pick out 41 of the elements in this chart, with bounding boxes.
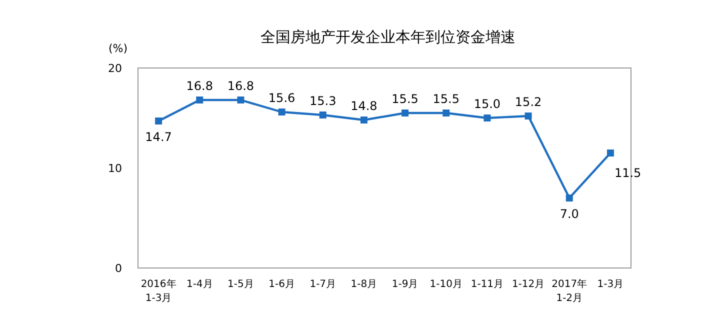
x-tick-label: 1-10月: [430, 279, 462, 290]
x-tick-label: 1-11月: [470, 279, 504, 290]
data-label: 15.0: [474, 97, 501, 111]
point: [402, 110, 409, 116]
x-tick-label: 1-8月: [350, 279, 378, 290]
chart-title: 全国房地产开发企业本年到位资金增速: [260, 28, 516, 46]
x-tick-label: 2017年 1-2月: [552, 278, 588, 304]
y-axis-title: (%): [108, 42, 128, 55]
point: [360, 116, 368, 124]
x-tick-label: 1-4月: [186, 279, 213, 290]
point: [196, 96, 204, 104]
x-tick-label: 1-5月: [228, 279, 254, 290]
point: [566, 194, 573, 202]
point: [237, 96, 244, 104]
x-tick-label: 1-9月: [392, 279, 418, 290]
data-label: 15.2: [514, 95, 542, 109]
data-label: 7.0: [560, 207, 579, 221]
data-label: 14.7: [145, 130, 172, 144]
y-tick-label: 20: [108, 62, 122, 75]
data-label: 15.3: [310, 94, 336, 108]
point: [278, 108, 286, 116]
point: [155, 118, 162, 124]
x-tick-label: 1-12月: [512, 279, 545, 290]
x-tick-label: 1-7月: [310, 279, 336, 290]
data-label: 15.5: [392, 92, 418, 106]
point: [484, 114, 491, 122]
y-tick-label: 10: [108, 162, 122, 175]
data-label: 16.8: [186, 79, 213, 93]
data-label: 15.5: [432, 92, 460, 106]
point: [319, 112, 326, 118]
data-label: 15.6: [268, 91, 296, 105]
point: [606, 150, 614, 156]
x-tick-label: 1-6月: [268, 279, 295, 290]
y-tick-label: 0: [115, 262, 122, 275]
x-tick-label: 1-3月: [597, 279, 624, 290]
point: [442, 110, 450, 116]
data-label: 11.5: [614, 166, 642, 180]
x-tick-label: 2016年 1-3月: [140, 278, 176, 304]
data-label: 16.8: [227, 79, 254, 93]
point: [524, 112, 532, 120]
data-label: 14.8: [350, 99, 378, 113]
